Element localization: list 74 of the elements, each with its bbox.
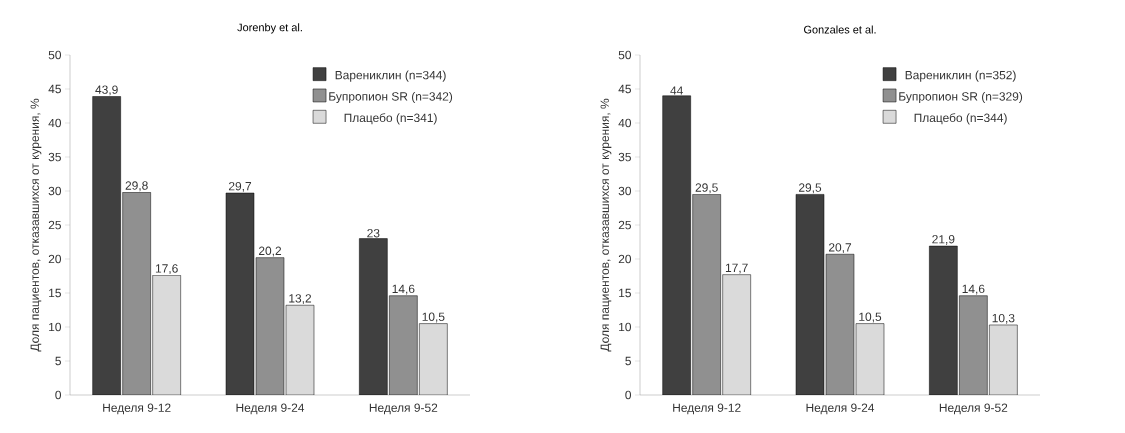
y-tick-label: 15: [49, 288, 61, 298]
legend-label: Плацебо (n=341): [344, 113, 437, 125]
data-label: 29,8: [125, 181, 148, 192]
data-label: 43,9: [95, 85, 118, 96]
y-tick-label: 45: [48, 84, 61, 94]
data-label: 44: [670, 86, 683, 95]
data-label: 10,5: [422, 312, 445, 323]
data-label: 20,2: [258, 246, 282, 257]
y-tick-label: 10: [619, 322, 632, 332]
y-axis-title: Доля пациентов, отказавшихся от курения, %: [600, 98, 612, 352]
bar: [692, 194, 721, 395]
bar: [825, 253, 855, 395]
data-label: 10,5: [859, 312, 882, 323]
data-label: 10,3: [992, 313, 1015, 324]
bar: [389, 295, 418, 395]
x-tick-label: Неделя 9-12: [103, 403, 171, 415]
y-tick-label: 45: [618, 84, 631, 94]
bar: [855, 323, 885, 395]
bar: [225, 192, 255, 395]
y-tick-label: 20: [48, 254, 62, 264]
y-tick-label: 50: [48, 50, 62, 60]
bar: [795, 194, 825, 395]
y-tick-label: 25: [618, 220, 631, 230]
x-tick-label: Неделя 9-24: [806, 403, 875, 415]
legend-label: Бупропион SR (n=342): [329, 91, 453, 104]
data-label: 17,6: [155, 264, 178, 275]
data-label: 21,9: [932, 235, 955, 245]
bar: [722, 274, 751, 395]
bar: [989, 324, 1018, 395]
data-label: 29,5: [695, 183, 718, 194]
bar: [662, 95, 691, 395]
data-label: 29,7: [228, 181, 252, 192]
y-tick-label: 50: [618, 50, 632, 60]
y-tick-label: 25: [48, 220, 61, 230]
data-label: 14,6: [392, 284, 415, 295]
y-tick-label: 30: [618, 186, 632, 196]
bar: [419, 323, 448, 395]
y-tick-label: 40: [48, 118, 62, 128]
y-tick-label: 0: [625, 390, 632, 400]
y-tick-label: 35: [48, 152, 61, 162]
y-tick-label: 0: [55, 390, 62, 400]
legend-label: Плацебо (n=344): [914, 113, 1007, 125]
bar: [959, 295, 988, 395]
y-tick-label: 20: [618, 254, 632, 264]
bar: [359, 238, 388, 395]
y-tick-label: 5: [55, 356, 61, 366]
bar: [152, 275, 181, 395]
y-tick-label: 35: [618, 152, 631, 162]
bar: [255, 257, 285, 395]
data-label: 23: [367, 228, 380, 238]
y-tick-label: 15: [619, 288, 631, 298]
x-tick-label: Неделя 9-12: [673, 403, 741, 415]
y-tick-label: 40: [618, 118, 632, 128]
y-axis-title: Доля пациентов, отказавшихся от курения, %: [30, 98, 42, 352]
x-tick-label: Неделя 9-24: [236, 403, 305, 415]
bar: [92, 96, 121, 395]
data-label: 14,6: [962, 284, 985, 295]
data-label: 29,5: [798, 183, 822, 194]
bar: [285, 304, 315, 395]
legend-label: Варениклин (n=352): [905, 70, 1016, 82]
bar: [929, 245, 958, 395]
x-tick-label: Неделя 9-52: [369, 403, 438, 415]
data-label: 17,7: [725, 263, 748, 274]
legend-label: Бупропион SR (n=329): [899, 91, 1023, 104]
x-tick-label: Неделя 9-52: [939, 403, 1008, 415]
y-tick-label: 10: [49, 322, 62, 332]
data-label: 20,7: [828, 243, 852, 254]
data-label: 13,2: [289, 294, 312, 305]
chart-title: Gonzales et al.: [804, 25, 876, 34]
bar: [122, 192, 151, 395]
y-tick-label: 30: [48, 186, 62, 196]
y-tick-label: 5: [625, 356, 631, 366]
chart-title: Jorenby et al.: [237, 23, 302, 34]
legend-label: Варениклин (n=344): [335, 70, 446, 82]
